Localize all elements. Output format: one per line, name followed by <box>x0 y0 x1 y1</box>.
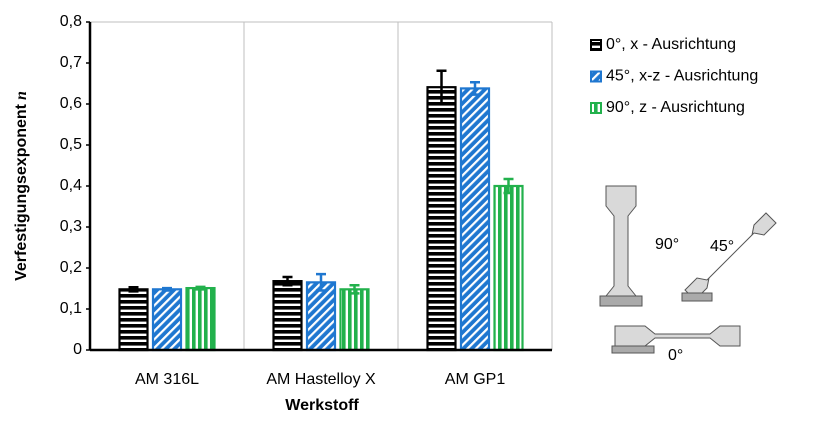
diagram-label: 90° <box>655 236 679 253</box>
y-tick-label: 0 <box>73 341 82 358</box>
error-bar <box>503 177 514 195</box>
bar <box>493 184 524 352</box>
diagram-label: 45° <box>710 238 734 255</box>
legend-swatch <box>590 39 602 51</box>
diagram-label: 0° <box>668 347 683 364</box>
legend-swatch <box>590 102 602 114</box>
bar <box>339 288 370 352</box>
bar <box>272 280 303 352</box>
y-tick-label: 0,1 <box>60 300 82 317</box>
specimen-45 <box>684 212 777 301</box>
x-tick-label: AM Hastelloy X <box>266 371 376 388</box>
error-bar <box>162 286 172 292</box>
bar <box>426 86 457 352</box>
y-tick-label: 0,8 <box>60 13 82 30</box>
y-tick-label: 0,4 <box>60 177 82 194</box>
bar <box>305 281 337 352</box>
y-axis-symbol: n <box>13 91 30 100</box>
legend-swatch <box>590 70 602 83</box>
x-tick-label: AM 316L <box>135 371 199 388</box>
bar <box>459 87 491 352</box>
error-bar <box>195 285 206 291</box>
bar <box>151 288 183 352</box>
error-bar <box>349 283 360 295</box>
y-tick-label: 0,2 <box>60 259 82 276</box>
x-tick-label: AM GP1 <box>445 371 506 388</box>
error-bar <box>128 286 139 293</box>
legend-label: 90°, z - Ausrichtung <box>606 99 745 116</box>
y-tick-label: 0,5 <box>60 136 82 153</box>
error-bar <box>436 69 447 105</box>
specimen-diagram <box>599 185 777 354</box>
x-axis-title: Werkstoff <box>285 397 359 414</box>
clamp <box>681 292 713 302</box>
legend-label: 45°, x-z - Ausrichtung <box>606 68 758 85</box>
specimen-0 <box>614 325 741 347</box>
y-tick-label: 0,3 <box>60 218 82 235</box>
legend-label: 0°, x - Ausrichtung <box>606 36 736 53</box>
bar <box>118 288 149 352</box>
error-bar <box>282 275 293 287</box>
clamp <box>611 345 655 354</box>
y-axis-title: Verfestigungsexponent n <box>13 91 31 281</box>
y-tick-label: 0,7 <box>60 54 82 71</box>
error-bar <box>470 81 480 96</box>
specimen-90 <box>605 185 637 307</box>
y-tick-label: 0,6 <box>60 95 82 112</box>
bar <box>185 286 216 352</box>
clamp <box>599 295 643 307</box>
y-axis-title-text: Verfestigungsexponent <box>13 103 30 281</box>
error-bar <box>316 272 326 292</box>
